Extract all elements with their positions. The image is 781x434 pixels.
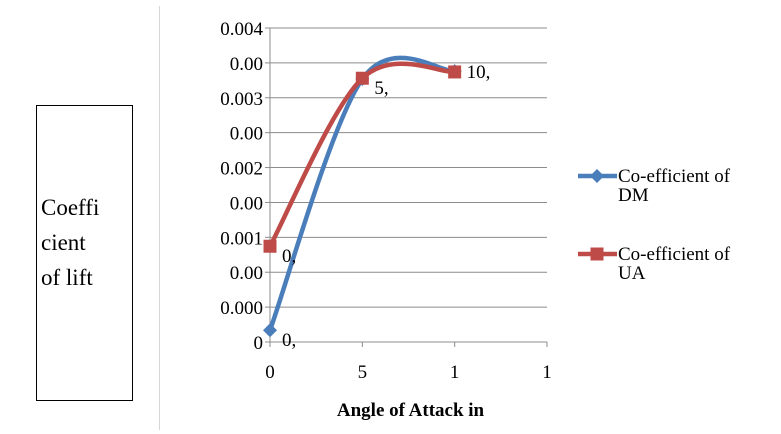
x-tick-label: 1 [450, 362, 460, 383]
y-tick-label: 0.00 [230, 263, 263, 284]
y-tick-label: 0.00 [230, 124, 263, 145]
y-axis-label: Coeffi cient of lift [41, 195, 100, 290]
data-label: 0, [282, 330, 296, 351]
series-line-1 [267, 55, 457, 333]
legend-label: Co-efficient of [618, 244, 731, 265]
square-marker [448, 65, 462, 79]
series-lines [267, 55, 457, 333]
legend-label: Co-efficient of [618, 166, 731, 187]
y-tick-label: 0.004 [220, 19, 263, 40]
diamond-marker [263, 323, 277, 338]
legend-label: UA [618, 263, 646, 284]
gridlines [270, 27, 547, 308]
x-tick-label: 0 [265, 362, 275, 383]
y-tick-label: 0.001 [220, 228, 263, 249]
y-tick-label: 0.003 [220, 89, 263, 110]
divider-line [159, 6, 160, 430]
y-tick-label: 0.00 [230, 193, 263, 214]
series-line-2 [267, 61, 457, 249]
x-tick-label: 1 [542, 362, 552, 383]
y-tick-label: 0.00 [230, 54, 263, 75]
legend-label: DM [618, 185, 649, 206]
y-tick-labels: 0 0.000 0.00 0.001 0.00 0.002 0.00 0.003 0.00 0.0… [220, 19, 263, 354]
square-marker [263, 239, 277, 253]
y-tick-label: 0.000 [220, 298, 263, 319]
data-label: 10, [467, 62, 491, 83]
axes [265, 27, 548, 347]
x-tick-labels: 0 5 1 1 [265, 362, 552, 383]
series-markers [263, 64, 462, 338]
data-label: 0, [282, 246, 296, 267]
y-tick-label: 0.002 [220, 159, 263, 180]
data-labels: 0, 0, 5, 10, [282, 62, 490, 351]
legend-diamond-marker [590, 169, 604, 183]
y-tick-label: 0 [254, 333, 264, 354]
x-axis-title: Angle of Attack in [337, 400, 485, 421]
y-axis-label-box: Coeffi cient of lift [36, 105, 133, 401]
square-marker [355, 71, 369, 85]
data-label: 5, [374, 78, 388, 99]
x-tick-label: 5 [358, 362, 368, 383]
legend-square-marker [590, 247, 604, 261]
